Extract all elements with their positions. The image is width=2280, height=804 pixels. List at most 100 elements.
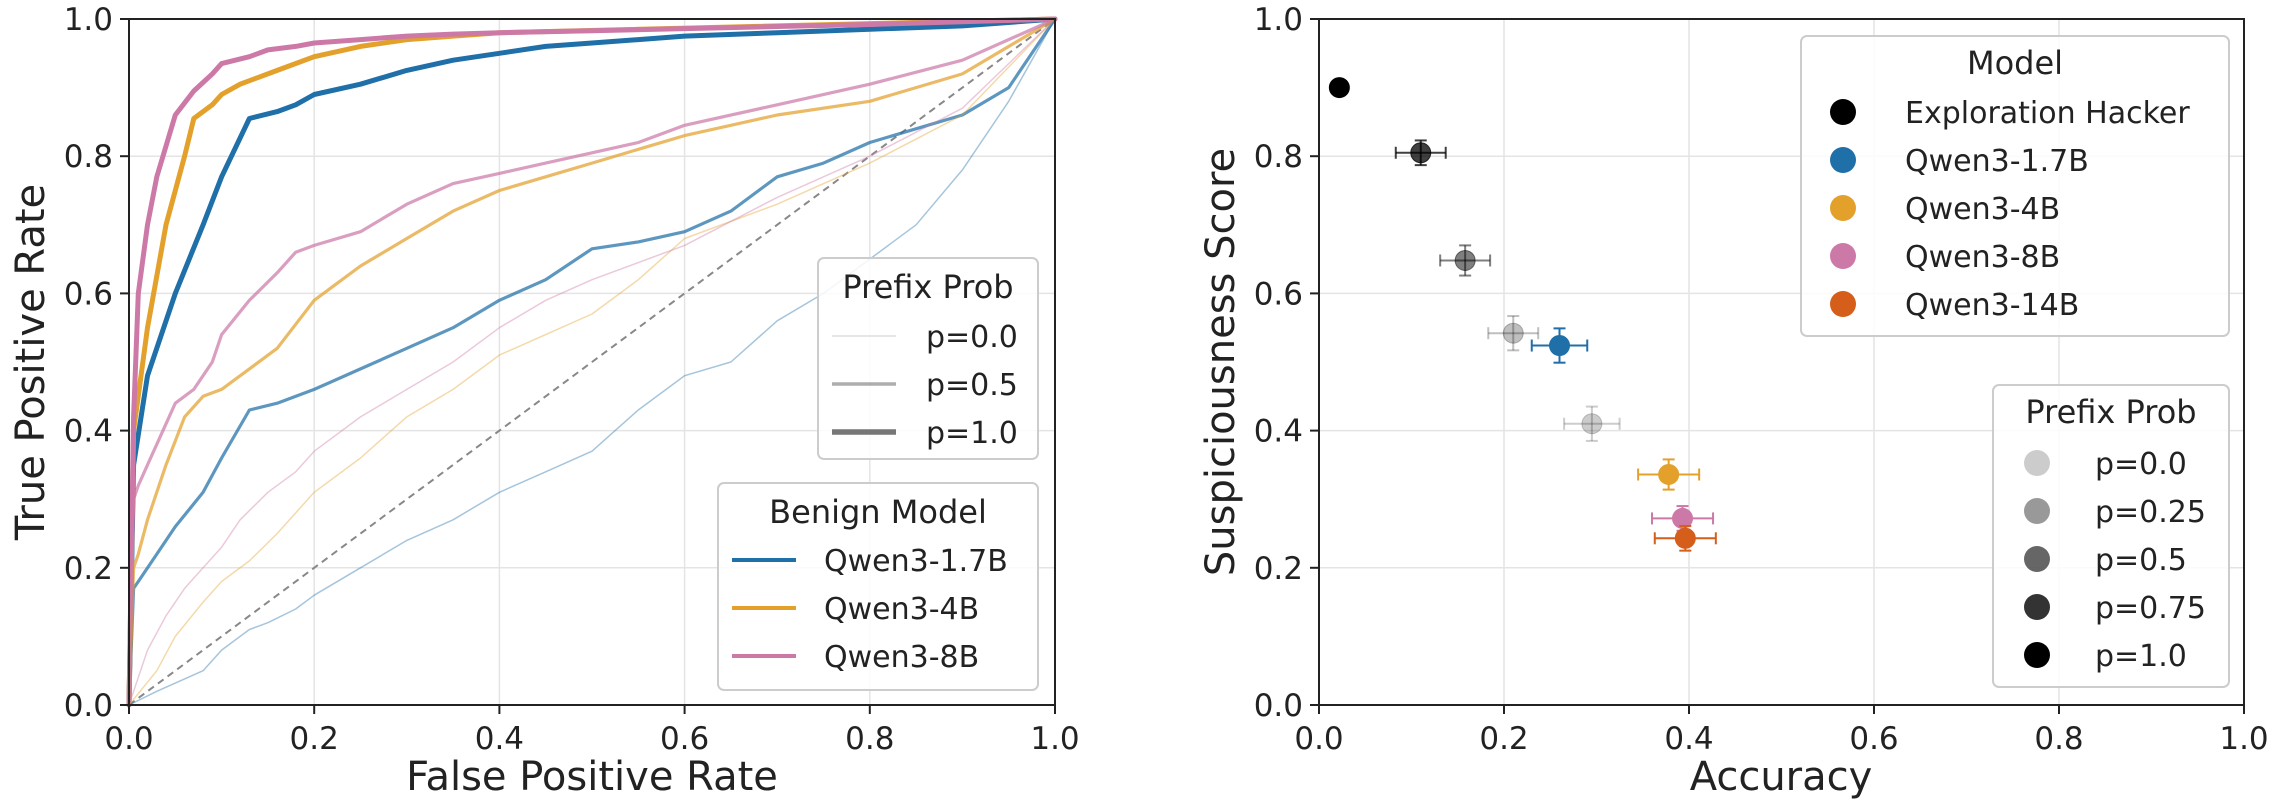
- scatter-x-tick-label-4: 0.8: [2034, 721, 2083, 757]
- roc-curve-qwen3-1-7b-p05: [127, 17, 1057, 707]
- scatter-prefix-marker-p075: [2024, 594, 2050, 620]
- scatter-prefix-marker-p05: [2024, 546, 2050, 572]
- roc-curve-qwen3-8b-p1: [126, 16, 1058, 708]
- scatter-marker-8: [1674, 527, 1696, 549]
- roc-prefix-legend: Prefix Prob p=0.0 p=0.5 p=1.0: [817, 257, 1039, 460]
- scatter-x-tick-label-5: 1.0: [2219, 721, 2268, 757]
- roc-prefix-label-p05: p=0.5: [926, 368, 1018, 403]
- roc-prefix-label-p0: p=0.0: [926, 320, 1018, 355]
- scatter-x-tick-label-2: 0.4: [1664, 721, 1713, 757]
- scatter-model-label-14b: Qwen3-14B: [1905, 288, 2079, 323]
- roc-x-tick-label-1: 0.2: [290, 721, 339, 757]
- scatter-ticks: 0.0 0.2 0.4 0.6 0.8 1.0 0.0 0.2 0.4 0.6 0.8 1.0: [1254, 2, 2269, 757]
- scatter-model-legend: Model Exploration Hacker Qwen3-1.7B Qwen…: [1800, 35, 2230, 337]
- scatter-model-legend-box: [1800, 35, 2230, 337]
- scatter-model-label-4b: Qwen3-4B: [1905, 192, 2060, 227]
- scatter-y-tick-label-3: 0.6: [1254, 276, 1303, 312]
- roc-y-tick-label-2: 0.4: [64, 414, 113, 450]
- scatter-x-tick-label-0: 0.0: [1294, 721, 1343, 757]
- scatter-marker-2: [1454, 249, 1476, 271]
- roc-curve-qwen3-1-7b-p0: [128, 18, 1056, 706]
- scatter-x-axis-label: Accuracy: [1690, 754, 1873, 800]
- roc-y-axis-label: True Positive Rate: [8, 184, 54, 541]
- scatter-point-exploration-hacker-3: [1487, 315, 1540, 352]
- scatter-prefix-marker-p1: [2024, 642, 2050, 668]
- scatter-x-tick-label-3: 0.6: [1849, 721, 1898, 757]
- roc-curve-qwen3-8b-p05: [127, 17, 1057, 707]
- roc-x-tick-label-3: 0.6: [660, 721, 709, 757]
- roc-x-tick-label-2: 0.4: [475, 721, 524, 757]
- roc-ticks: 0.0 0.2 0.4 0.6 0.8 1.0 0.0 0.2 0.4 0.6 0.8 1.0: [64, 2, 1080, 757]
- scatter-point-exploration-hacker-5: [1563, 405, 1621, 442]
- scatter-marker-4: [1549, 335, 1570, 357]
- scatter-y-tick-label-2: 0.4: [1254, 414, 1303, 450]
- roc-model-legend-box: [717, 482, 1039, 691]
- roc-curve-qwen3-4b-p05: [127, 17, 1057, 707]
- scatter-marker-5: [1581, 413, 1603, 435]
- scatter-prefix-legend-title: Prefix Prob: [2025, 393, 2196, 431]
- roc-x-tick-label-5: 1.0: [1030, 721, 1079, 757]
- roc-curve-qwen3-8b-p0: [128, 18, 1056, 706]
- roc-model-label-8b: Qwen3-8B: [824, 640, 979, 675]
- scatter-point-qwen3-4b-6: [1637, 458, 1701, 491]
- scatter-x-tick-label-1: 0.2: [1479, 721, 1528, 757]
- scatter-prefix-label-p0: p=0.0: [2095, 447, 2187, 482]
- scatter-y-tick-label-4: 0.8: [1254, 139, 1303, 175]
- scatter-point-exploration-hacker-2: [1439, 244, 1492, 277]
- scatter-marker-3: [1502, 322, 1524, 344]
- scatter-model-marker-1-7b: [1830, 147, 1856, 173]
- roc-lines: [126, 16, 1058, 708]
- scatter-marker-1: [1410, 142, 1432, 164]
- scatter-prefix-label-p025: p=0.25: [2095, 495, 2206, 530]
- scatter-panel: 0.0 0.2 0.4 0.6 0.8 1.0 0.0 0.2 0.4 0.6 0.8 1.0 Acc…: [1198, 2, 2269, 800]
- roc-model-label-4b: Qwen3-4B: [824, 592, 979, 627]
- roc-x-axis-label: False Positive Rate: [406, 754, 778, 800]
- scatter-prefix-legend: Prefix Prob p=0.0 p=0.25 p=0.5 p=0.75 p=…: [1992, 384, 2230, 688]
- scatter-point-qwen3-14b-8: [1653, 524, 1717, 552]
- scatter-prefix-legend-box: [1992, 384, 2230, 688]
- scatter-model-legend-title: Model: [1967, 44, 2063, 82]
- scatter-prefix-label-p075: p=0.75: [2095, 591, 2206, 626]
- scatter-points: [1328, 77, 1717, 552]
- roc-model-legend-title: Benign Model: [769, 493, 987, 531]
- scatter-model-label-hacker: Exploration Hacker: [1905, 96, 2190, 131]
- scatter-prefix-marker-p0: [2024, 450, 2050, 476]
- roc-y-tick-label-1: 0.2: [64, 551, 113, 587]
- scatter-y-tick-label-1: 0.2: [1254, 551, 1303, 587]
- scatter-prefix-marker-p025: [2024, 498, 2050, 524]
- scatter-frame: [1318, 18, 2245, 706]
- scatter-y-tick-label-0: 0.0: [1254, 688, 1303, 724]
- roc-frame: [128, 18, 1056, 706]
- roc-panel: 0.0 0.2 0.4 0.6 0.8 1.0 0.0 0.2 0.4 0.6 0.8 1.0 Fal…: [8, 2, 1080, 800]
- roc-y-tick-label-4: 0.8: [64, 139, 113, 175]
- scatter-point-qwen3-1-7b-4: [1530, 327, 1589, 364]
- roc-x-tick-label-4: 0.8: [845, 721, 894, 757]
- scatter-marker-6: [1658, 464, 1680, 486]
- roc-y-tick-label-5: 1.0: [64, 2, 113, 38]
- scatter-model-marker-14b: [1830, 291, 1856, 317]
- scatter-model-label-8b: Qwen3-8B: [1905, 240, 2060, 275]
- scatter-model-marker-hacker: [1830, 99, 1856, 125]
- roc-y-tick-label-0: 0.0: [64, 688, 113, 724]
- roc-curve-qwen3-4b-p1: [126, 16, 1058, 708]
- scatter-prefix-label-p05: p=0.5: [2095, 543, 2187, 578]
- scatter-point-exploration-hacker-0: [1328, 77, 1350, 99]
- roc-prefix-label-p1: p=1.0: [926, 416, 1018, 451]
- roc-curve-qwen3-4b-p0: [128, 18, 1056, 706]
- roc-prefix-legend-box: [817, 257, 1039, 460]
- roc-model-label-1-7b: Qwen3-1.7B: [824, 544, 1008, 579]
- scatter-model-label-1-7b: Qwen3-1.7B: [1905, 144, 2089, 179]
- scatter-y-tick-label-5: 1.0: [1254, 2, 1303, 38]
- roc-x-tick-label-0: 0.0: [104, 721, 153, 757]
- roc-model-legend: Benign Model Qwen3-1.7B Qwen3-4B Qwen3-8…: [717, 482, 1039, 691]
- scatter-model-marker-4b: [1830, 195, 1856, 221]
- scatter-marker-0: [1328, 77, 1350, 99]
- roc-prefix-legend-title: Prefix Prob: [842, 268, 1013, 306]
- roc-y-tick-label-3: 0.6: [64, 276, 113, 312]
- scatter-y-axis-label: Suspiciousness Score: [1198, 148, 1244, 576]
- scatter-point-exploration-hacker-1: [1394, 139, 1447, 167]
- roc-curve-qwen3-1-7b-p1: [126, 16, 1058, 708]
- scatter-model-marker-8b: [1830, 243, 1856, 269]
- scatter-prefix-label-p1: p=1.0: [2095, 639, 2187, 674]
